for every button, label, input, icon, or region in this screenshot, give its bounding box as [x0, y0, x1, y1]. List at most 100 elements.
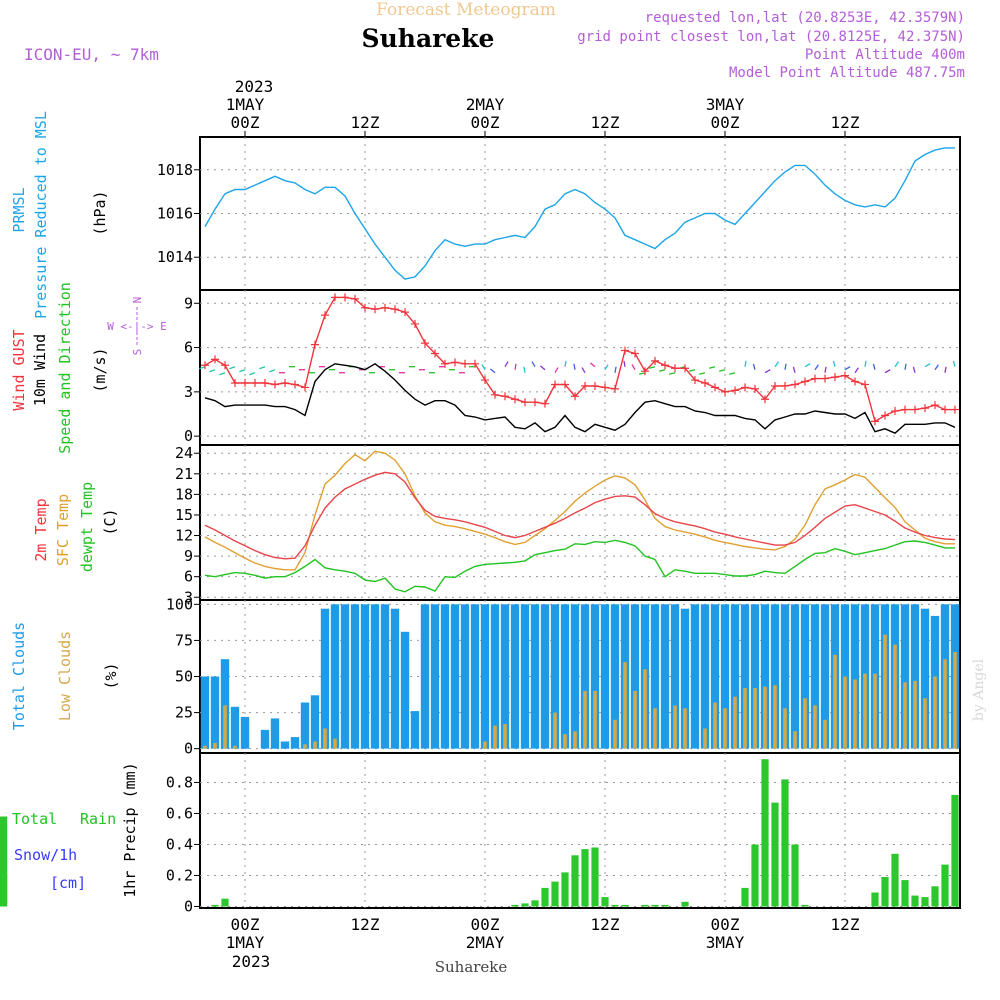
gust-point [461, 359, 469, 368]
y-tick-label: 15 [175, 506, 193, 524]
rain-bar [0, 873, 8, 907]
y-tick-label: 3 [184, 588, 193, 606]
total-clouds-bar [550, 604, 560, 749]
total-clouds-bar [290, 737, 300, 749]
grid-coords: grid point closest lon,lat (20.8125E, 42… [577, 29, 965, 45]
total-clouds-bar [350, 604, 360, 749]
snow-label: Snow/1h [14, 846, 77, 864]
low-clouds-bar [563, 734, 567, 749]
low-clouds-bar [803, 698, 807, 749]
gust-point [671, 364, 679, 373]
low-clouds-bar [923, 698, 927, 749]
bottom-date-label: 2MAY [466, 933, 505, 952]
low-clouds-bar [893, 644, 897, 749]
rain-bar [801, 904, 809, 907]
low-clouds-bar [813, 705, 817, 749]
gust-point [481, 376, 489, 385]
wind-direction-arrow [744, 360, 747, 367]
gust-point [831, 373, 839, 382]
gust-point [661, 361, 669, 370]
low-clouds-bar [633, 690, 637, 749]
gust-point [231, 379, 239, 387]
gust-point [331, 293, 339, 302]
total-clouds-bar [440, 604, 450, 749]
total-clouds-bar [210, 676, 220, 749]
y-tick-label: 0.4 [166, 835, 193, 853]
wind-direction-arrow [489, 368, 496, 374]
gust-point [881, 411, 889, 420]
wind-direction-arrow [623, 360, 626, 367]
gust-point [741, 383, 749, 392]
gust-point [221, 361, 229, 370]
bottom-tick-label: 12Z [591, 915, 620, 934]
gust-point [571, 392, 579, 401]
rain-bar [931, 886, 939, 907]
wind-direction-arrow [614, 366, 617, 373]
wind-direction-arrow [752, 363, 756, 370]
bottom-tick-label: 00Z [471, 915, 500, 934]
gust-point [701, 379, 709, 387]
gust-point [621, 346, 629, 355]
low-clouds-bar [703, 728, 707, 749]
gust-point [931, 401, 939, 410]
total-clouds-bar [300, 702, 310, 749]
gust-point [531, 398, 539, 407]
total-clouds-bar [430, 604, 440, 749]
low-clouds-bar [873, 673, 877, 749]
wind-direction-arrow [269, 369, 276, 373]
rain-bar [611, 904, 619, 907]
total-clouds-bar [670, 604, 680, 749]
total-clouds-bar [380, 604, 390, 749]
watermark: by Angel [971, 658, 987, 721]
y-tick-label: 0.8 [166, 773, 193, 791]
low-clouds-bar [743, 688, 747, 749]
rain-bar [601, 897, 609, 907]
wind-direction-arrow [854, 367, 859, 374]
gust-label: Wind GUST [10, 329, 28, 410]
wind-direction-arrow [209, 369, 216, 373]
gust-point [761, 395, 769, 404]
y-tick-label: 0.2 [166, 866, 193, 884]
total-clouds-bar [770, 604, 780, 749]
temp2m-label: 2m Temp [32, 498, 50, 561]
total-clouds-bar [750, 604, 760, 749]
wind-direction-arrow [219, 372, 226, 376]
low-clouds-bar [943, 659, 947, 749]
low-clouds-bar [653, 708, 657, 749]
hpa-unit: (hPa) [91, 190, 109, 235]
total-clouds-bar [660, 604, 670, 749]
low-clouds-bar [233, 745, 237, 749]
gust-point [351, 294, 359, 303]
gust-point [731, 386, 739, 395]
wind-direction-arrow [604, 364, 609, 371]
total-clouds-bar [540, 604, 550, 749]
wind-direction-arrow [229, 366, 236, 370]
rain-bar [771, 802, 779, 907]
low-clouds-bar [713, 702, 717, 749]
bottom-tick-label: 00Z [711, 915, 740, 934]
gust-point [491, 390, 499, 399]
gust-point [751, 384, 759, 393]
low-clouds-bar [593, 690, 597, 749]
y-tick-label: 0.6 [166, 804, 193, 822]
low-clouds-bar [483, 741, 487, 749]
y-tick-label: 0 [184, 740, 193, 758]
low-clouds-bar [793, 731, 797, 749]
gust-point [381, 303, 389, 312]
wind-direction-arrow [952, 360, 956, 367]
wind-direction-arrow [894, 361, 899, 368]
total-clouds-bar [360, 604, 370, 749]
prmsl-label: PRMSL [10, 187, 28, 232]
top-tick-label: 12Z [831, 113, 860, 132]
low-clouds-bar [913, 680, 917, 749]
total-clouds-bar [730, 604, 740, 749]
wind-direction-arrow [504, 361, 509, 368]
low-clouds-bar [833, 654, 837, 749]
low-clouds-bar [613, 719, 617, 749]
low-clouds-bar [553, 712, 557, 749]
wind-direction-arrow [699, 372, 706, 375]
wind-direction-arrow [784, 363, 787, 370]
low-clouds-bar [903, 682, 907, 749]
wind-direction-arrow [774, 361, 779, 368]
